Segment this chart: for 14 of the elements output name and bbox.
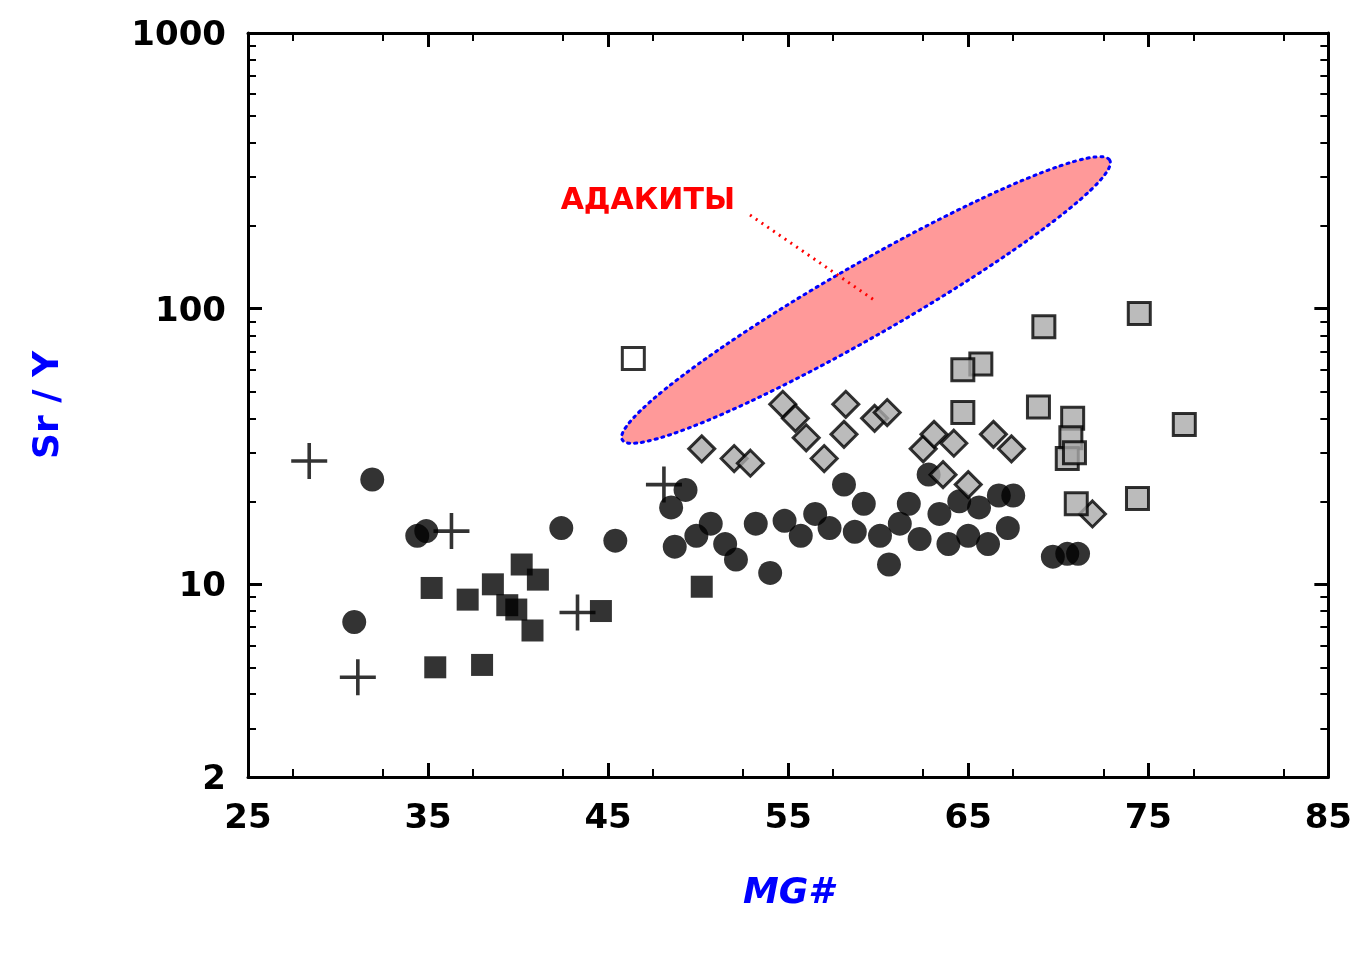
x-tick-label: 25 — [224, 796, 272, 836]
x-tick-label: 85 — [1304, 796, 1353, 836]
x-tick-label: 65 — [944, 796, 992, 836]
x-tick-label: 75 — [1124, 796, 1172, 836]
x-axis-title: MG# — [742, 869, 838, 911]
x-tick-label: 45 — [584, 796, 632, 836]
y-axis-title: Sr / Y — [24, 350, 66, 459]
x-tick-label: 35 — [404, 796, 452, 836]
y-tick-label: 10 — [178, 564, 226, 605]
annotation: АДАКИТЫ — [560, 180, 735, 216]
y-tick-label: 1000 — [131, 13, 226, 53]
y-tick-label: 2 — [202, 757, 226, 797]
y-tick-label: 100 — [155, 288, 226, 329]
x-tick-label: 55 — [764, 796, 812, 836]
